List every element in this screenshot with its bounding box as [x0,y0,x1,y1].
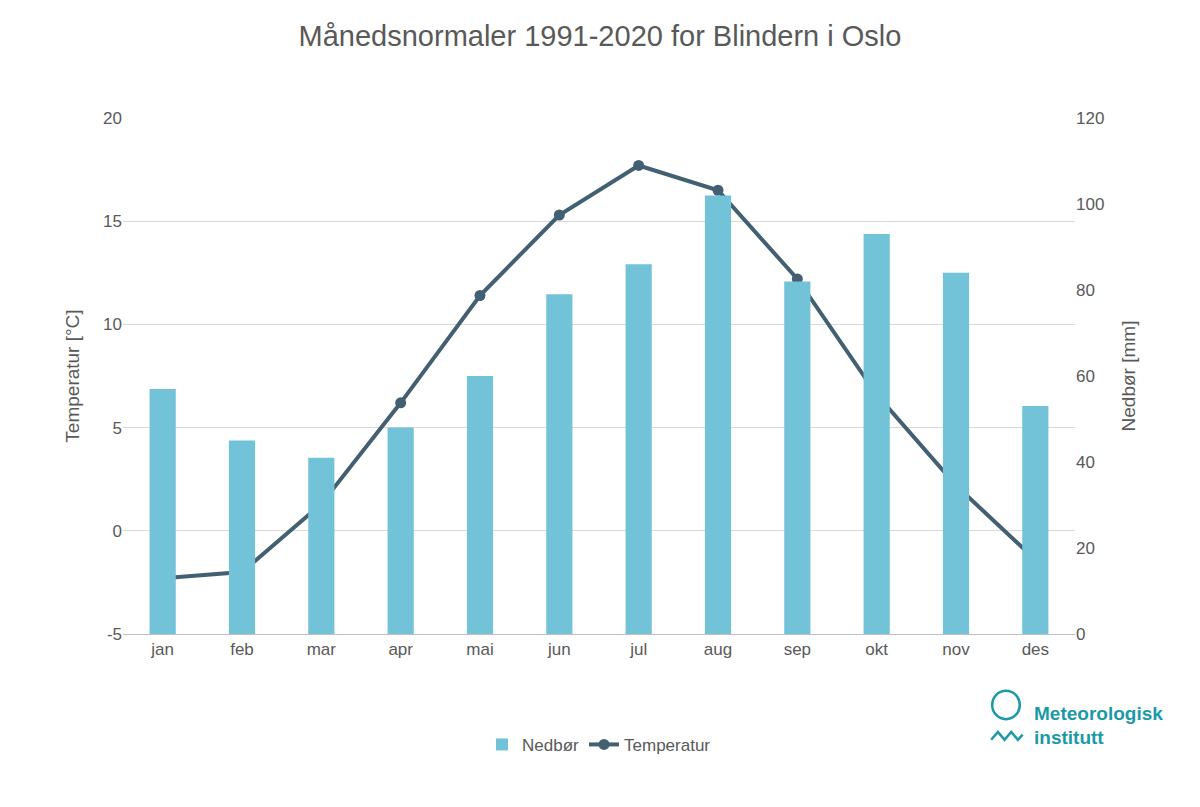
svg-text:sep: sep [784,640,811,659]
svg-text:120: 120 [1076,109,1104,128]
svg-text:Månedsnormaler 1991-2020 for B: Månedsnormaler 1991-2020 for Blindern i … [299,20,902,52]
svg-text:5: 5 [113,419,122,438]
svg-text:nov: nov [942,640,970,659]
svg-text:-5: -5 [107,625,122,644]
svg-text:10: 10 [103,315,122,334]
svg-text:20: 20 [103,109,122,128]
svg-text:0: 0 [113,522,122,541]
svg-text:okt: okt [865,640,888,659]
svg-text:Meteorologisk: Meteorologisk [1034,703,1163,724]
svg-text:20: 20 [1076,539,1095,558]
svg-text:0: 0 [1076,625,1085,644]
svg-text:Nedbør: Nedbør [522,736,579,755]
svg-text:jun: jun [547,640,571,659]
svg-text:aug: aug [704,640,732,659]
svg-text:40: 40 [1076,453,1095,472]
svg-text:institutt: institutt [1034,727,1104,748]
svg-text:jan: jan [150,640,174,659]
svg-text:15: 15 [103,212,122,231]
svg-text:apr: apr [388,640,413,659]
svg-text:feb: feb [230,640,254,659]
svg-text:100: 100 [1076,195,1104,214]
svg-text:80: 80 [1076,281,1095,300]
svg-text:mar: mar [307,640,337,659]
svg-text:60: 60 [1076,367,1095,386]
svg-text:jul: jul [629,640,647,659]
svg-text:des: des [1022,640,1049,659]
svg-text:Temperatur [°C]: Temperatur [°C] [62,309,83,442]
svg-text:Nedbør [mm]: Nedbør [mm] [1118,321,1139,432]
svg-text:mai: mai [466,640,493,659]
svg-text:Temperatur: Temperatur [624,736,710,755]
